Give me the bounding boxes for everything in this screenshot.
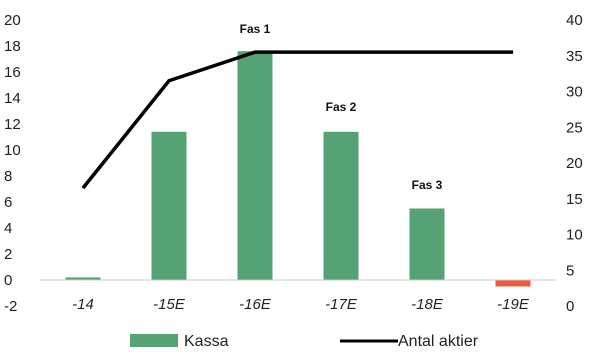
point-antal-aktier--14 bbox=[82, 187, 84, 189]
x-tick-label: -15E bbox=[153, 296, 186, 313]
left-tick-label: -2 bbox=[4, 298, 17, 315]
right-axis: 0 5 10 15 20 25 30 35 40 bbox=[566, 12, 583, 315]
left-tick-label: 10 bbox=[4, 142, 21, 159]
legend-kassa-swatch bbox=[130, 334, 178, 347]
x-tick-label: -19E bbox=[497, 296, 530, 313]
left-tick-label: 14 bbox=[4, 90, 21, 107]
left-tick-label: 0 bbox=[4, 272, 12, 289]
bar-kassa--16E bbox=[237, 51, 273, 281]
line-antal-aktier bbox=[81, 50, 513, 190]
right-tick-label: 5 bbox=[566, 262, 574, 279]
point-antal-aktier--19E bbox=[512, 51, 514, 53]
x-tick-label: -18E bbox=[411, 296, 444, 313]
bar-kassa--15E bbox=[151, 131, 187, 280]
phase-annotations: Fas 1 Fas 2 Fas 3 bbox=[240, 22, 443, 192]
left-tick-label: 6 bbox=[4, 194, 12, 211]
bar-kassa--19E bbox=[495, 280, 531, 287]
right-tick-label: 15 bbox=[566, 191, 583, 208]
left-tick-label: 8 bbox=[4, 168, 12, 185]
point-antal-aktier--17E bbox=[340, 51, 342, 53]
right-tick-label: 10 bbox=[566, 227, 583, 244]
phase-label: Fas 2 bbox=[326, 100, 357, 114]
left-tick-label: 18 bbox=[4, 38, 21, 55]
left-tick-label: 16 bbox=[4, 64, 21, 81]
x-axis-tick-labels: -14 -15E -16E -17E -18E -19E bbox=[72, 296, 530, 313]
right-tick-label: 20 bbox=[566, 155, 583, 172]
point-antal-aktier--18E bbox=[426, 51, 428, 53]
phase-label: Fas 1 bbox=[240, 22, 271, 36]
left-tick-label: 12 bbox=[4, 116, 21, 133]
bar-kassa--14 bbox=[65, 277, 101, 280]
left-axis: -2 0 2 4 6 8 10 12 14 16 18 20 bbox=[4, 12, 21, 315]
bar-kassa--18E bbox=[409, 208, 445, 280]
bar-kassa--17E bbox=[323, 131, 359, 280]
left-tick-label: 20 bbox=[4, 12, 21, 29]
left-tick-label: 2 bbox=[4, 246, 12, 263]
point-antal-aktier--16E bbox=[254, 51, 256, 53]
x-tick-label: -14 bbox=[72, 296, 94, 313]
bar-series-kassa bbox=[65, 51, 531, 287]
x-tick-label: -16E bbox=[239, 296, 272, 313]
line-series-antal-aktier bbox=[81, 50, 514, 190]
legend-kassa-label: Kassa bbox=[184, 333, 229, 350]
legend-antal-aktier-label: Antal aktier bbox=[398, 333, 479, 350]
point-antal-aktier--15E bbox=[168, 80, 170, 82]
phase-label: Fas 3 bbox=[412, 178, 443, 192]
right-tick-label: 0 bbox=[566, 298, 574, 315]
x-tick-label: -17E bbox=[325, 296, 358, 313]
right-tick-label: 25 bbox=[566, 119, 583, 136]
right-tick-label: 30 bbox=[566, 84, 583, 101]
legend: Kassa Antal aktier bbox=[130, 333, 479, 350]
right-tick-label: 35 bbox=[566, 48, 583, 65]
right-tick-label: 40 bbox=[566, 12, 583, 29]
left-tick-label: 4 bbox=[4, 220, 12, 237]
